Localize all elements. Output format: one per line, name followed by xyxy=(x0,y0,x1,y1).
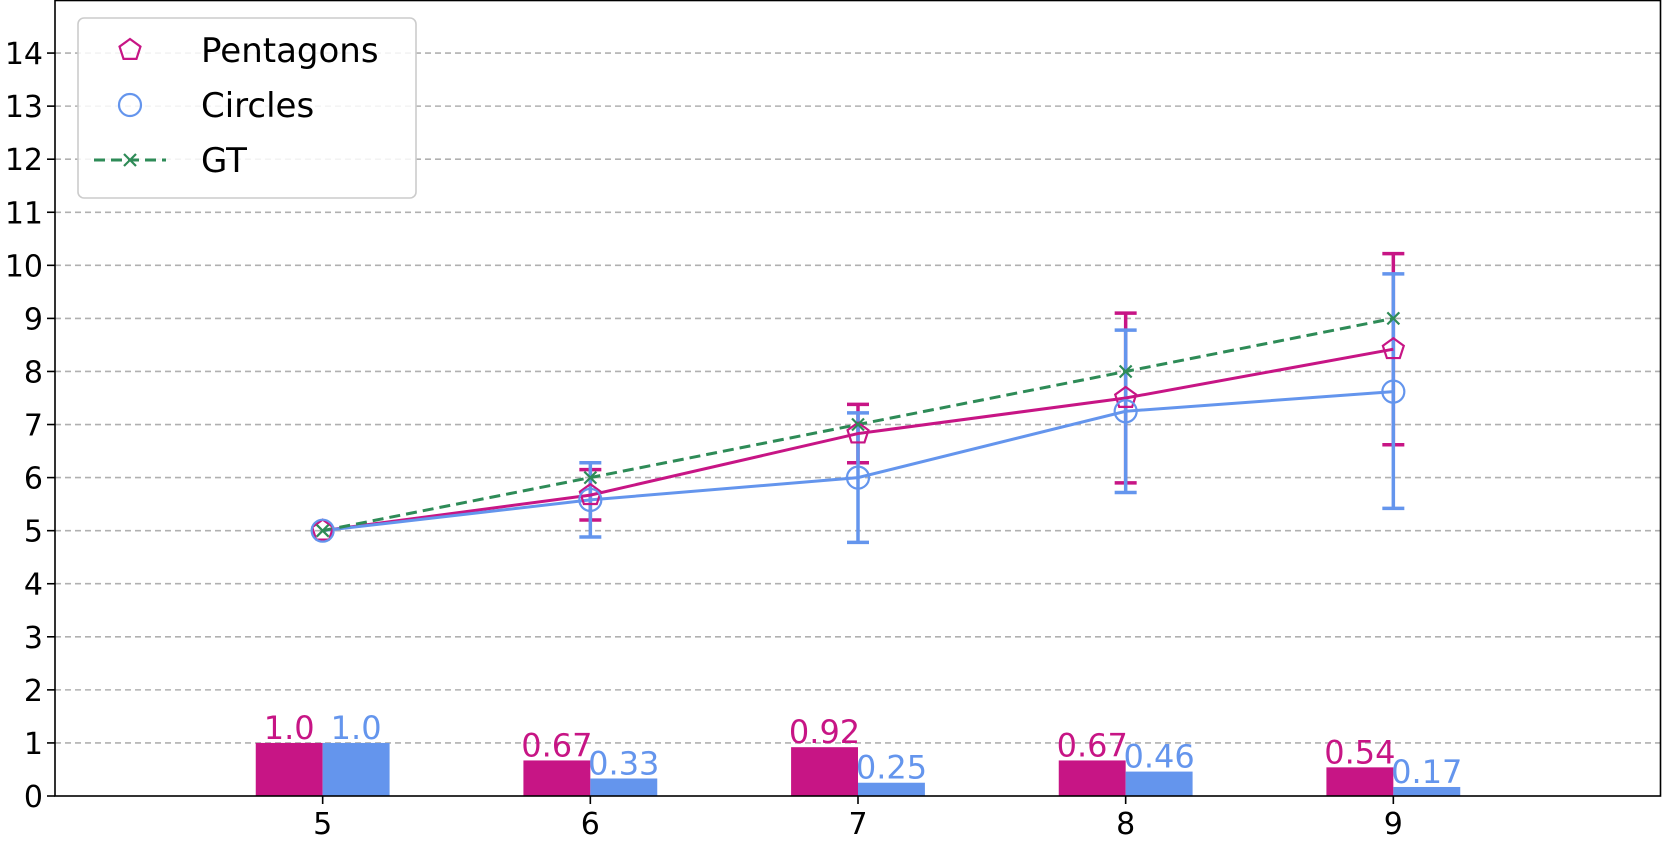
series-line-pentagons xyxy=(322,347,1394,533)
bars xyxy=(255,742,1461,796)
y-tick-label: 2 xyxy=(24,674,43,709)
bar-circles xyxy=(322,742,390,796)
point-gt-stroke xyxy=(315,523,330,538)
legend-item-circles: Circles xyxy=(117,86,314,126)
legend-marker-gt xyxy=(123,153,137,167)
y-tick-label: 0 xyxy=(24,780,43,815)
point-gt-stroke xyxy=(1118,364,1133,379)
axes xyxy=(47,0,1662,804)
legend-label-gt: GT xyxy=(201,141,247,181)
point-gt-stroke xyxy=(1386,311,1401,326)
legend-item-pentagons: Pentagons xyxy=(118,31,379,71)
bar-label-circles: 0.25 xyxy=(856,749,927,787)
bar-circles xyxy=(1125,771,1193,796)
y-tick-label: 14 xyxy=(5,37,43,72)
bar-label-pentagons: 0.67 xyxy=(521,726,592,764)
bar-label-circles: 0.17 xyxy=(1391,753,1462,791)
plot-frame xyxy=(54,0,1662,797)
bar-circles xyxy=(858,782,925,796)
bar-label-circles: 1.0 xyxy=(331,709,382,747)
bar-pentagons xyxy=(523,760,591,796)
point-gt xyxy=(851,417,865,432)
y-tick-label: 9 xyxy=(24,302,43,337)
bar-circles xyxy=(590,778,658,796)
y-tick-label: 8 xyxy=(24,355,43,390)
point-pentagons xyxy=(578,482,603,506)
x-tick-label: 8 xyxy=(1116,807,1135,842)
point-gt xyxy=(1386,311,1401,326)
y-tick-label: 1 xyxy=(24,727,43,762)
bar-pentagons xyxy=(1058,760,1126,796)
y-tick-label: 3 xyxy=(24,621,43,656)
y-tick-label: 5 xyxy=(24,515,43,550)
point-circles xyxy=(1113,399,1138,424)
series-line-circles xyxy=(322,390,1394,533)
bar-labels: 1.0 0.67 0.92 0.67 0.54 1.0 0.33 0.25 0.46 0.17 xyxy=(264,709,1463,791)
bar-label-circles: 0.33 xyxy=(588,744,659,782)
point-pentagons xyxy=(310,518,335,541)
y-tick-label: 4 xyxy=(24,568,43,603)
legend-item-gt: GT xyxy=(94,141,247,181)
bar-label-pentagons: 0.54 xyxy=(1324,733,1395,771)
bar-label-pentagons: 1.0 xyxy=(264,709,315,747)
point-pentagons xyxy=(1381,336,1406,360)
legend: Pentagons Circles GT xyxy=(77,17,417,199)
y-tick-label: 7 xyxy=(24,409,43,444)
legend-label-circles: Circles xyxy=(201,86,314,126)
point-circles xyxy=(578,487,603,512)
x-tick-label: 5 xyxy=(313,807,332,842)
point-gt-stroke xyxy=(851,417,865,432)
legend-marker-gt-stroke xyxy=(123,153,137,167)
y-tick-label: 10 xyxy=(5,249,43,284)
point-gt xyxy=(1118,364,1133,379)
y-tick-label: 13 xyxy=(5,90,43,125)
series-markers xyxy=(310,311,1406,543)
point-gt-stroke xyxy=(583,470,598,485)
legend-marker-pentagons xyxy=(118,37,142,61)
point-circles xyxy=(1381,379,1406,404)
y-tick-label: 12 xyxy=(5,143,43,178)
bar-label-pentagons: 0.92 xyxy=(789,713,860,751)
bar-label-circles: 0.46 xyxy=(1124,738,1195,776)
point-circles xyxy=(310,518,335,543)
bar-label-pentagons: 0.67 xyxy=(1057,726,1128,764)
legend-marker-circles xyxy=(117,92,143,118)
point-pentagons xyxy=(1113,385,1138,408)
bar-pentagons xyxy=(255,742,323,796)
bar-pentagons xyxy=(1326,767,1394,796)
bar-pentagons xyxy=(791,747,858,796)
point-circles xyxy=(845,465,871,490)
x-tick-label: 6 xyxy=(581,807,600,842)
bar-circles xyxy=(1393,786,1461,796)
point-pentagons xyxy=(846,421,870,444)
y-tick-label: 11 xyxy=(5,196,43,231)
legend-box xyxy=(77,17,417,199)
x-tick-label: 9 xyxy=(1384,807,1403,842)
point-gt xyxy=(583,470,598,485)
legend-label-pentagons: Pentagons xyxy=(201,31,379,71)
point-gt xyxy=(315,523,330,538)
x-tick-label: 7 xyxy=(848,807,867,842)
y-tick-label: 6 xyxy=(24,462,43,497)
